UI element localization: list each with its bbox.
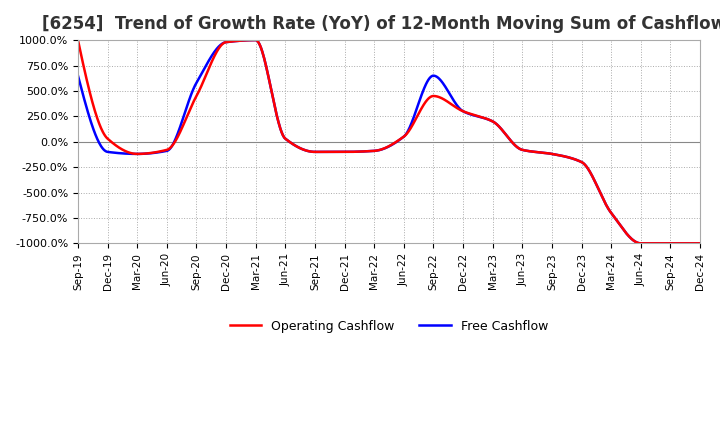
Free Cashflow — [138, 151, 146, 157]
Free Cashflow — [501, 132, 510, 137]
Operating Cashflow — [570, 157, 579, 162]
Free Cashflow — [73, 73, 82, 78]
Legend: Operating Cashflow, Free Cashflow: Operating Cashflow, Free Cashflow — [225, 315, 553, 337]
Free Cashflow — [636, 241, 645, 246]
Operating Cashflow — [348, 149, 356, 154]
Operating Cashflow — [138, 151, 146, 157]
Operating Cashflow — [559, 154, 567, 159]
Free Cashflow — [559, 154, 568, 159]
Free Cashflow — [570, 157, 579, 162]
Operating Cashflow — [325, 149, 334, 154]
Operating Cashflow — [696, 241, 704, 246]
Operating Cashflow — [73, 37, 82, 43]
Operating Cashflow — [636, 241, 645, 246]
Free Cashflow — [251, 37, 260, 43]
Free Cashflow — [348, 149, 357, 154]
Free Cashflow — [696, 241, 704, 246]
Title: [6254]  Trend of Growth Rate (YoY) of 12-Month Moving Sum of Cashflows: [6254] Trend of Growth Rate (YoY) of 12-… — [42, 15, 720, 33]
Line: Free Cashflow: Free Cashflow — [78, 40, 700, 243]
Line: Operating Cashflow: Operating Cashflow — [78, 40, 700, 243]
Operating Cashflow — [501, 131, 510, 136]
Free Cashflow — [326, 149, 335, 154]
